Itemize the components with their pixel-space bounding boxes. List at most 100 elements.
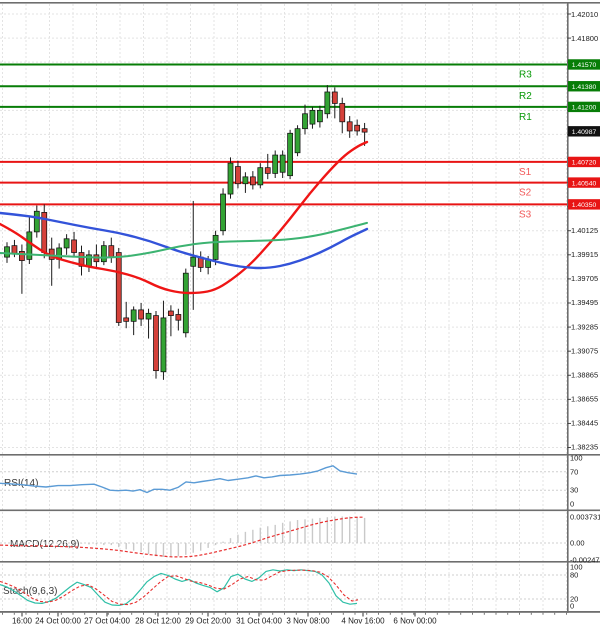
candle-body-bull — [302, 113, 308, 130]
current-price-badge — [568, 126, 600, 137]
candle-body-bull — [220, 193, 226, 232]
candle — [123, 301, 130, 329]
candle — [19, 244, 25, 294]
candle-body-bull — [212, 234, 219, 260]
stochastic-panel[interactable]: Stoch(9,6,3) — [0, 569, 567, 606]
candle — [294, 125, 301, 157]
rsi-panel[interactable]: RSI(14) — [0, 465, 567, 494]
candle — [71, 231, 77, 258]
candle — [182, 268, 189, 338]
price-badge-s1 — [568, 156, 600, 168]
price-tick-label: 1.38445 — [571, 419, 598, 428]
candle-body-bull — [160, 317, 167, 373]
price-badge-r1 — [568, 101, 600, 113]
candle-body-bull — [4, 246, 10, 258]
price-badge-r3-text: 1.41570 — [572, 62, 597, 69]
candle-body-bear — [71, 239, 77, 253]
macd-axis-label: -0.002473 — [570, 556, 600, 565]
candle-body-bull — [100, 245, 107, 263]
ma-green-line — [0, 221, 368, 259]
rsi-axis-label: 0 — [570, 500, 574, 509]
stoch-axis-label: 100 — [570, 563, 583, 572]
time-tick-label: 24 Oct 00:00 — [35, 617, 81, 626]
current-price-badge-text: 1.40987 — [572, 129, 597, 136]
price-axis[interactable]: 1.42010 1.41800 1.40125 1.39915 1.39705 1.394… — [567, 10, 600, 611]
macd-axis-label: 0.003731 — [570, 513, 600, 522]
price-badge-r3 — [568, 59, 600, 70]
macd-axis-label: 0.00 — [570, 539, 585, 548]
candle — [302, 104, 308, 135]
candle — [257, 163, 264, 189]
candle — [242, 172, 249, 193]
candle — [175, 308, 182, 331]
candle — [168, 305, 174, 337]
support-label-s1: S1 — [519, 167, 532, 178]
candle — [115, 247, 122, 326]
macd-signal-line — [0, 516, 363, 558]
candle — [100, 241, 107, 266]
candle-body-bear — [168, 310, 174, 316]
candle-body-bear — [123, 317, 130, 322]
candle — [235, 160, 241, 189]
panel-separator — [0, 2, 600, 4]
candle-body-bull — [272, 154, 279, 174]
candle — [130, 306, 137, 336]
candle-body-bull — [242, 176, 249, 185]
candle-body-bull — [63, 238, 70, 249]
candle — [26, 216, 33, 264]
candle-body-bear — [115, 252, 122, 323]
candle — [272, 150, 279, 178]
panel-separator — [0, 561, 600, 563]
stoch-axis-label: 20 — [570, 595, 578, 604]
candle — [153, 311, 159, 379]
candle — [279, 150, 286, 178]
candle — [138, 302, 144, 326]
candle-body-bull — [227, 162, 234, 195]
candle-body-bear — [78, 252, 85, 267]
grid — [0, 4, 567, 611]
candle — [78, 245, 85, 276]
rsi-label: RSI(14) — [4, 478, 38, 489]
support-label-s2: S2 — [519, 188, 532, 199]
candle — [249, 171, 256, 190]
candle-body-bull — [317, 109, 323, 123]
candle — [108, 237, 115, 263]
candle — [197, 251, 204, 273]
candle — [309, 106, 316, 129]
candle — [212, 230, 219, 266]
main-chart-panel[interactable]: R3 R2 R1 S1 S2 S3 — [0, 63, 567, 380]
candle-body-bull — [26, 231, 33, 260]
price-tick-label: 1.39915 — [571, 250, 598, 259]
time-tick-label: 6 Nov 00:00 — [393, 617, 437, 626]
candle-body-bear — [264, 167, 271, 174]
price-tick-label: 1.39705 — [571, 274, 598, 283]
candle — [145, 308, 152, 339]
candle-body-bear — [138, 309, 144, 320]
time-tick-label: 27 Oct 04:00 — [84, 617, 130, 626]
support-label-s3: S3 — [519, 209, 532, 220]
time-tick-label: 3 Nov 08:00 — [286, 617, 330, 626]
candle-body-bull — [190, 256, 197, 267]
candle-body-bear — [175, 314, 182, 321]
time-axis[interactable]: 16:00 24 Oct 00:00 27 Oct 04:00 28 Oct 12:0… — [2, 612, 567, 626]
macd-panel[interactable]: MACD(12,26,9) — [0, 516, 567, 558]
stoch-axis-label: 0 — [570, 602, 574, 611]
candle-body-bear — [153, 315, 159, 372]
stoch-axis-label: 80 — [570, 571, 578, 580]
candle-body-bull — [257, 167, 264, 186]
rsi-axis-label: 30 — [570, 486, 578, 495]
candle — [287, 129, 293, 180]
candle-body-bear — [354, 124, 361, 132]
price-badge-r2 — [568, 81, 600, 92]
time-tick-label: 31 Oct 04:00 — [236, 617, 282, 626]
candle-body-bull — [294, 128, 301, 154]
panel-separator — [0, 454, 600, 456]
resistance-label-r1: R1 — [519, 112, 532, 123]
candle — [220, 188, 226, 236]
price-badge-s3-text: 1.40350 — [572, 202, 597, 209]
candle-body-bull — [324, 91, 331, 115]
candle-body-bear — [346, 121, 353, 132]
candle — [331, 87, 338, 119]
